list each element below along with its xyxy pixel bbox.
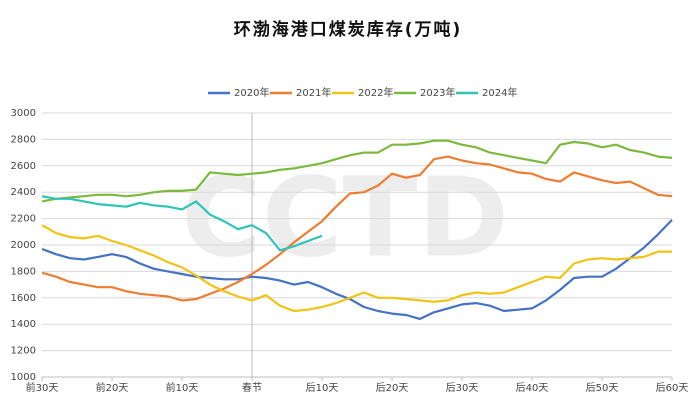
legend-label: 2024年 xyxy=(482,86,517,99)
y-tick-label: 1000 xyxy=(11,372,36,383)
y-tick-label: 2800 xyxy=(11,134,36,145)
y-tick-label: 2000 xyxy=(11,240,36,251)
x-tick-label: 后10天 xyxy=(306,382,339,394)
legend-label: 2021年 xyxy=(296,86,331,99)
x-tick-label: 后20天 xyxy=(376,382,409,394)
x-tick-label: 后30天 xyxy=(446,382,479,394)
y-tick-label: 1400 xyxy=(11,319,36,330)
legend-label: 2020年 xyxy=(234,86,269,99)
watermark: CCTD xyxy=(181,153,509,281)
y-tick-label: 2400 xyxy=(11,187,36,198)
chart-title: 环渤海港口煤炭库存(万吨) xyxy=(234,19,463,40)
y-tick-label: 2200 xyxy=(11,214,36,225)
x-tick-label: 前10天 xyxy=(166,381,199,394)
y-tick-label: 1800 xyxy=(11,266,36,277)
x-tick-label: 后60天 xyxy=(656,382,689,394)
y-tick-label: 2600 xyxy=(11,161,36,172)
series-line xyxy=(41,195,323,252)
x-tick-label: 后50天 xyxy=(586,382,619,394)
watermark-layer: CCTD xyxy=(181,153,509,281)
legend-label: 2023年 xyxy=(420,86,455,99)
x-tick-label: 春节 xyxy=(242,382,262,394)
series-line xyxy=(41,155,673,302)
x-tick-label: 前20天 xyxy=(96,381,129,394)
x-tick-label: 前30天 xyxy=(26,381,59,394)
y-tick-label: 1600 xyxy=(11,293,36,304)
legend-label: 2022年 xyxy=(358,86,393,99)
y-tick-label: 3000 xyxy=(11,108,36,119)
x-tick-label: 后40天 xyxy=(516,382,549,394)
y-tick-label: 1200 xyxy=(11,346,36,357)
series-line xyxy=(41,224,672,313)
series-line xyxy=(41,139,673,203)
series-line xyxy=(41,219,673,320)
